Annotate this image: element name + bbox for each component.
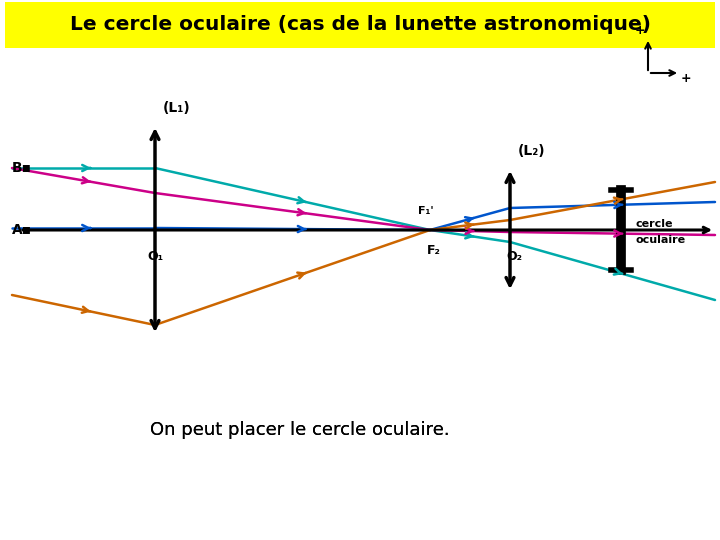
Text: +: +: [635, 24, 645, 37]
Text: On peut placer le cercle oculaire.: On peut placer le cercle oculaire.: [150, 421, 450, 439]
Text: On peut placer le cercle oculaire.: On peut placer le cercle oculaire.: [150, 421, 450, 439]
Text: B▪: B▪: [12, 161, 32, 175]
Text: O₂: O₂: [506, 250, 522, 263]
Text: F₁': F₁': [418, 206, 434, 216]
Text: (L₁): (L₁): [163, 101, 191, 115]
Text: (L₂): (L₂): [518, 144, 546, 158]
Text: +: +: [681, 72, 692, 85]
Bar: [5, 2, 715, 48]
Text: Le cercle oculaire (cas de la lunette astronomique): Le cercle oculaire (cas de la lunette as…: [70, 16, 650, 35]
Text: A▪: A▪: [12, 223, 32, 237]
Text: F₂: F₂: [427, 244, 441, 257]
Text: oculaire: oculaire: [635, 235, 685, 245]
Text: O₁: O₁: [147, 250, 163, 263]
Text: cercle: cercle: [635, 219, 672, 229]
